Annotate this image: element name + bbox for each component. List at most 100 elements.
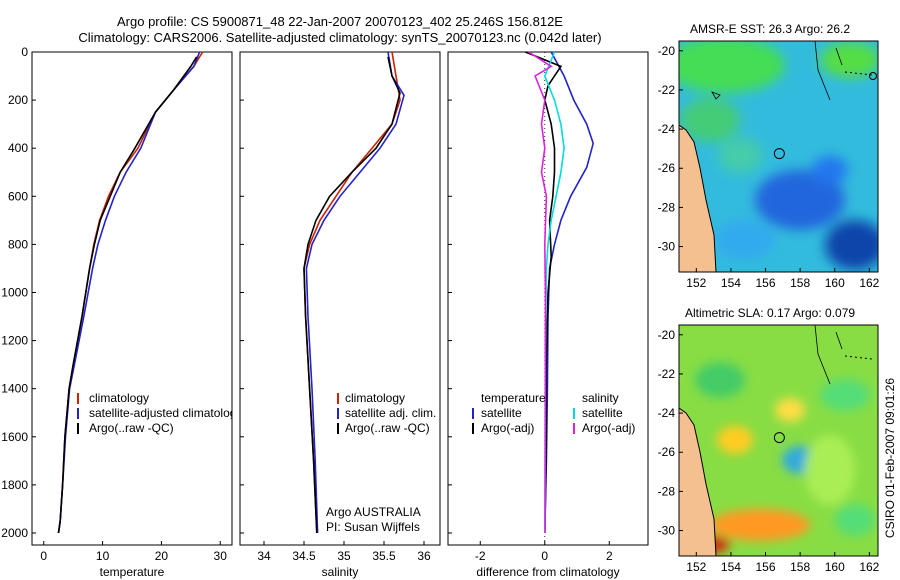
depth-tick-label: 200	[8, 93, 28, 107]
sla-lat-tick-label: -28	[658, 484, 676, 498]
argo-pi-label: PI: Susan Wijffels	[326, 520, 420, 534]
sla-map-panel: Altimetric SLA: 0.17 Argo: 0.079 152 154 1…	[658, 306, 880, 574]
difference-legend: temperature salinity satellite Argo(-adj…	[472, 391, 635, 435]
difference-series-1	[525, 51, 563, 534]
difference-xtick-label: 2	[606, 549, 613, 563]
argo-program-label: Argo AUSTRALIA	[326, 505, 421, 519]
legend-argo: Argo(..raw -QC)	[89, 421, 174, 435]
sla-lat-tick-label: -22	[658, 367, 676, 381]
salinity-xtick-label: 34	[257, 549, 271, 563]
legend-header-salinity: salinity	[582, 391, 619, 405]
temperature-xlabel: temperature	[100, 565, 165, 579]
salinity-xtick-label: 34.5	[292, 549, 316, 563]
difference-xtick-label: -2	[475, 549, 486, 563]
sla-lon-tick-label: 154	[721, 560, 741, 574]
sst-field	[679, 41, 878, 272]
temperature-xtick-label: 10	[96, 549, 110, 563]
difference-panel: -2 0 2 difference from climatology tempera…	[447, 51, 649, 579]
sst-map-title: AMSR-E SST: 26.3 Argo: 26.2	[690, 22, 850, 36]
legend-sal-argo: Argo(-adj)	[582, 421, 635, 435]
sla-lon-tick-label: 160	[825, 560, 845, 574]
sla-lat-tick-label: -30	[658, 524, 676, 538]
legend-clip: satellite-adjusted climatology	[89, 406, 242, 420]
sla-lat-tick-label: -26	[658, 445, 676, 459]
sst-lon-tick-label: 162	[859, 276, 879, 290]
sst-land-australia	[679, 124, 717, 272]
salinity-xtick-label: 35.5	[372, 549, 396, 563]
footer-timestamp: CSIRO 01-Feb-2007 09:01:26	[883, 378, 897, 538]
sla-lon-tick-label: 152	[686, 560, 706, 574]
sla-lat-tick-label: -20	[658, 328, 676, 342]
header-line-1: Argo profile: CS 5900871_48 22-Jan-2007 …	[117, 14, 563, 29]
salinity-series-2	[303, 56, 401, 534]
depth-tick-label: 600	[8, 189, 28, 203]
sst-map-frame	[678, 40, 879, 273]
sst-lon-tick-label: 152	[686, 276, 706, 290]
sst-lon-tick-label: 156	[756, 276, 776, 290]
depth-tick-label: 400	[8, 141, 28, 155]
legend-climatology: climatology	[89, 391, 149, 405]
sst-lon-tick-label: 158	[790, 276, 810, 290]
difference-series-0	[544, 51, 595, 534]
depth-tick-label: 1200	[1, 334, 28, 348]
sst-lat-tick-label: -30	[658, 240, 676, 254]
legend-argo: Argo(..raw -QC)	[345, 421, 430, 435]
sst-reef-outline	[711, 91, 721, 100]
legend-sal-satellite: satellite	[582, 406, 623, 420]
depth-tick-label: 2000	[1, 526, 28, 540]
temperature-xtick-label: 0	[40, 549, 47, 563]
sst-argo-position-marker	[773, 148, 785, 160]
sst-lat-tick-label: -22	[658, 83, 676, 97]
sla-argo-position-marker	[773, 432, 785, 444]
salinity-xtick-label: 35	[337, 549, 351, 563]
temperature-xtick-label: 20	[155, 549, 169, 563]
sst-lon-tick-label: 160	[825, 276, 845, 290]
difference-xtick-label: 0	[541, 549, 548, 563]
sst-lat-tick-label: -24	[658, 122, 676, 136]
depth-tick-label: 1800	[1, 478, 28, 492]
depth-tick-label: 0	[21, 45, 28, 59]
sst-coastline-newcaledonia	[814, 41, 843, 101]
legend-satellite: satellite adj. clim.	[345, 406, 436, 420]
salinity-axes-frame	[239, 51, 441, 546]
temperature-series-2	[57, 56, 198, 534]
salinity-xlabel: salinity	[322, 565, 359, 579]
depth-tick-label: 800	[8, 237, 28, 251]
sst-map-panel: AMSR-E SST: 26.3 Argo: 26.2 152 154 156 158…	[658, 22, 880, 290]
sla-lon-tick-label: 162	[859, 560, 879, 574]
temperature-xtick-label: 30	[214, 549, 228, 563]
difference-series-3	[528, 51, 553, 534]
difference-series-2	[543, 51, 565, 534]
sla-lon-tick-label: 158	[790, 560, 810, 574]
salinity-panel: 34 34.5 35 35.5 36 salinity climatology sate…	[239, 51, 441, 579]
sla-land-australia	[679, 407, 717, 556]
sla-lat-tick-label: -24	[658, 406, 676, 420]
difference-xlabel: difference from climatology	[476, 565, 619, 579]
legend-temp-satellite: satellite	[481, 406, 522, 420]
depth-tick-label: 1400	[1, 382, 28, 396]
legend-climatology: climatology	[345, 391, 405, 405]
sst-features	[679, 41, 878, 270]
sst-lat-tick-label: -20	[658, 44, 676, 58]
temperature-legend: climatology satellite-adjusted climatolo…	[77, 391, 242, 435]
legend-header-temperature: temperature	[481, 391, 546, 405]
sst-lat-tick-label: -28	[658, 200, 676, 214]
temperature-panel: 0 10 20 30 0 200 400 600 800 1000 1200 1400 1600 180…	[1, 45, 242, 579]
salinity-xtick-label: 36	[417, 549, 431, 563]
sla-lon-tick-label: 156	[756, 560, 776, 574]
sst-station-marker	[869, 72, 877, 80]
legend-satellite: satellite-adjusted climatology	[89, 406, 242, 420]
sla-field	[679, 325, 878, 556]
sla-map-title: Altimetric SLA: 0.17 Argo: 0.079	[685, 306, 855, 320]
salinity-series-1	[305, 51, 405, 534]
header-line-2: Climatology: CARS2006. Satellite-adjuste…	[78, 30, 601, 45]
legend-temp-argo: Argo(-adj)	[481, 421, 534, 435]
sla-coastline-newcaledonia	[814, 325, 843, 385]
depth-tick-label: 1600	[1, 430, 28, 444]
salinity-legend: climatology satellite adj. clim. Argo(..…	[337, 391, 436, 435]
depth-tick-label: 1000	[1, 285, 28, 299]
sla-map-frame	[678, 324, 879, 557]
temperature-axes-frame	[31, 51, 233, 546]
sst-lat-tick-label: -26	[658, 161, 676, 175]
